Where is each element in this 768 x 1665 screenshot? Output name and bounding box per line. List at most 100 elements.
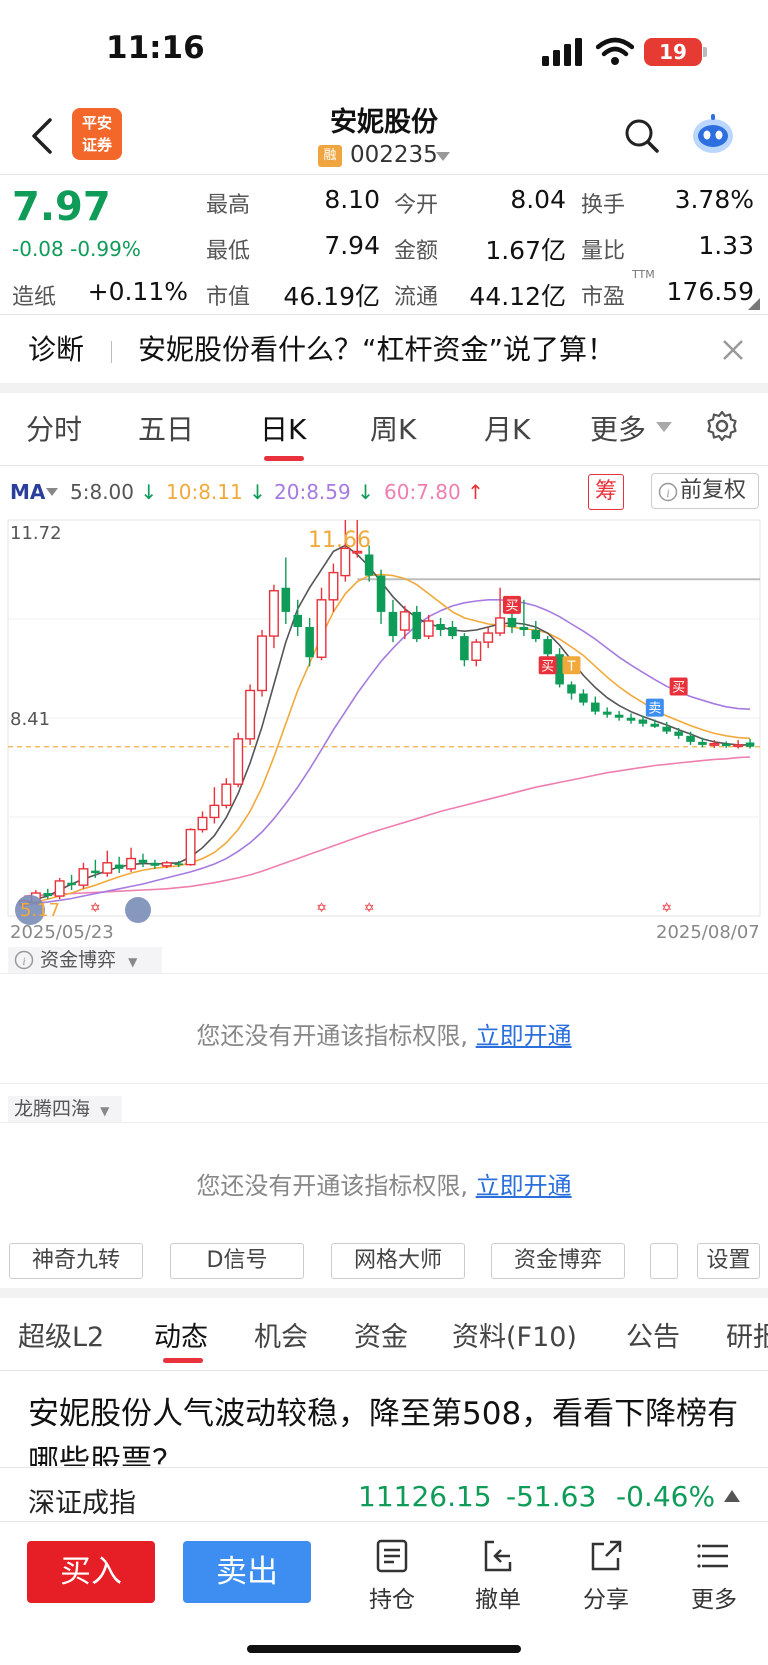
candle-body: [126, 857, 137, 870]
expand-corner-icon[interactable]: [748, 298, 760, 310]
stock-code[interactable]: 002235: [350, 142, 438, 168]
candle-body: [91, 870, 100, 874]
candle-body: [733, 744, 744, 748]
tool-label: 更多: [691, 1587, 737, 1613]
candlestick-chart[interactable]: 买买 T卖买✡ ✡ ✡ ✡: [0, 516, 768, 946]
y-axis-max-label: 11.72: [10, 523, 62, 544]
candle-body: [376, 575, 386, 612]
indicator-chip[interactable]: D信号: [170, 1243, 304, 1279]
more-button[interactable]: 更多: [674, 1538, 754, 1614]
stat-label: 市盈: [581, 285, 626, 310]
candle-body: [519, 627, 529, 631]
trade-signal-label: 卖: [648, 702, 661, 717]
ttm-tag: TTM: [632, 268, 655, 281]
tab-announcement[interactable]: 公告: [626, 1322, 680, 1353]
candle-body: [507, 617, 517, 628]
cancel-order-button[interactable]: 撤单: [458, 1538, 538, 1614]
indicator-header-longteng[interactable]: 龙腾四海 ▼: [8, 1096, 122, 1122]
tab-five-day[interactable]: 五日: [138, 413, 195, 446]
trade-signal-badge: [669, 677, 688, 696]
candle-body: [185, 828, 196, 866]
gear-icon[interactable]: [706, 410, 738, 442]
tab-f10[interactable]: 资料(F10): [452, 1322, 577, 1353]
candle-body: [686, 735, 695, 742]
ma5-line: [23, 544, 750, 906]
candle-body: [423, 620, 434, 637]
undo-icon: [484, 1540, 512, 1572]
buy-button[interactable]: 买入: [27, 1541, 155, 1603]
diagnose-separator: [111, 341, 112, 363]
candle-body: [602, 711, 612, 715]
indicator-chip[interactable]: 网格大师: [331, 1243, 465, 1279]
trade-signal-badge: [538, 656, 557, 675]
candle-body: [388, 611, 398, 637]
search-icon[interactable]: [624, 118, 660, 154]
tab-research[interactable]: 研报: [726, 1322, 768, 1353]
active-tab-indicator: [264, 456, 304, 461]
index-name[interactable]: 深证成指: [28, 1488, 136, 1519]
stat-value: 44.12亿: [469, 282, 566, 311]
stat-label: 量比: [581, 239, 626, 264]
tab-monthly-k[interactable]: 月K: [484, 413, 531, 446]
chip-distribution-button[interactable]: 筹: [588, 474, 624, 510]
chevron-down-icon[interactable]: [656, 422, 672, 432]
indicator-name: 龙腾四海: [14, 1098, 91, 1120]
candle-body: [67, 882, 76, 886]
x-axis-end-label: 2025/08/07: [656, 922, 760, 943]
locked-text: 您还没有开通该指标权限,: [196, 1172, 468, 1200]
tab-news[interactable]: 动态: [154, 1322, 208, 1353]
news-headline[interactable]: 安妮股份人气波动较稳，降至第508，看看下降榜有哪些股票？: [28, 1396, 739, 1466]
share-button[interactable]: 分享: [566, 1538, 646, 1614]
candle-body: [352, 550, 363, 554]
tab-opportunity[interactable]: 机会: [254, 1322, 308, 1353]
tab-more[interactable]: 更多: [590, 413, 647, 446]
sell-button[interactable]: 卖出: [183, 1541, 311, 1603]
candle-body: [316, 599, 327, 658]
ma-label[interactable]: MA: [10, 480, 46, 504]
activate-link[interactable]: 立即开通: [475, 1022, 572, 1050]
chevron-up-icon[interactable]: [724, 1490, 740, 1502]
candle-body: [674, 731, 683, 736]
tool-label: 持仓: [369, 1587, 415, 1613]
back-arrow-icon[interactable]: [26, 116, 60, 156]
tab-super-l2[interactable]: 超级L2: [18, 1322, 105, 1353]
indicator-chip[interactable]: 资金博弈: [491, 1243, 625, 1279]
diagnose-headline[interactable]: 安妮股份看什么？“杠杆资金”说了算！: [138, 333, 616, 366]
activate-link[interactable]: 立即开通: [475, 1172, 572, 1200]
candle-body: [662, 726, 672, 732]
tabs-divider: [0, 465, 768, 466]
indicator-settings-button[interactable]: 设置: [697, 1243, 760, 1279]
stat-value: 8.04: [510, 185, 566, 214]
candle-body: [495, 617, 506, 634]
adjust-mode-button[interactable]: i 前复权: [651, 473, 759, 509]
stat-value: 46.19亿: [283, 282, 380, 311]
chevron-down-icon[interactable]: [436, 152, 450, 161]
stat-label: 金额: [394, 239, 439, 264]
diagnose-label[interactable]: 诊断: [28, 333, 85, 366]
tab-intraday[interactable]: 分时: [26, 413, 83, 446]
candle-body: [328, 571, 339, 601]
positions-button[interactable]: 持仓: [352, 1538, 432, 1614]
tab-daily-k[interactable]: 日K: [260, 413, 307, 446]
indicator-chip-partial[interactable]: [650, 1243, 678, 1279]
candle-body: [78, 868, 89, 886]
candle-body: [412, 611, 422, 640]
chevron-down-icon[interactable]: [46, 488, 58, 496]
ma10-line: [23, 573, 751, 906]
sector-change: +0.11%: [87, 277, 188, 306]
locked-message: 您还没有开通该指标权限, 立即开通: [0, 1166, 768, 1201]
candle-body: [102, 862, 113, 874]
section-gap: [0, 383, 768, 393]
stat-label: 最低: [206, 239, 251, 264]
y-axis-mid-label: 8.41: [10, 709, 51, 730]
indicator-header-fund[interactable]: i 资金博弈 ▼: [8, 947, 162, 973]
indicator-chip[interactable]: 神奇九转: [9, 1243, 143, 1279]
tab-fund[interactable]: 资金: [354, 1322, 408, 1353]
tab-weekly-k[interactable]: 周K: [370, 413, 417, 446]
close-icon[interactable]: [722, 339, 744, 361]
trade-signal-label: 买: [505, 599, 518, 614]
ai-assistant-icon[interactable]: [690, 112, 736, 156]
info-icon: i: [658, 482, 678, 502]
candle-body: [340, 547, 351, 577]
trade-signal-badge: [645, 698, 664, 717]
